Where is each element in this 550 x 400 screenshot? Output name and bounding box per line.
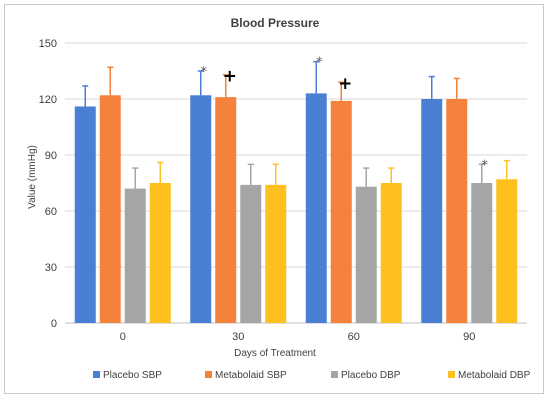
x-axis-title: Days of Treatment	[234, 348, 316, 359]
bar-metabolaid-dbp	[380, 183, 402, 323]
bar-metabolaid-sbp	[446, 99, 468, 323]
legend-label: Metabolaid SBP	[215, 370, 287, 381]
plus-annotation: +	[338, 74, 352, 94]
y-tick-label: 30	[45, 262, 57, 274]
y-tick-label: 0	[51, 318, 57, 330]
x-tick-label: 90	[463, 331, 475, 343]
chart-title: Blood Pressure	[231, 16, 320, 30]
bar-metabolaid-sbp	[215, 97, 237, 323]
y-axis-title: Value (mmHg)	[27, 145, 38, 209]
bar-placebo-sbp	[421, 99, 443, 323]
legend-label: Metabolaid DBP	[458, 370, 531, 381]
legend-label: Placebo SBP	[103, 370, 162, 381]
legend-swatch	[93, 371, 100, 378]
bar-placebo-dbp	[124, 188, 146, 323]
star-annotation: *	[482, 158, 489, 173]
x-tick-label: 30	[232, 331, 244, 343]
star-annotation: *	[316, 56, 323, 71]
chart-frame: Blood Pressure 0 30 60 90 120 150 * + * + * 0 30 60…	[4, 4, 544, 394]
bar-placebo-sbp	[305, 93, 327, 324]
bar-metabolaid-dbp	[149, 183, 171, 323]
error-bars	[82, 60, 510, 189]
y-tick-label: 90	[45, 150, 57, 162]
legend-swatch	[448, 371, 455, 378]
x-tick-label: 0	[120, 331, 126, 343]
x-tick-labels: 0 30 60 90	[120, 331, 476, 343]
y-tick-label: 150	[39, 38, 57, 50]
bar-placebo-dbp	[355, 186, 377, 323]
bar-metabolaid-dbp	[496, 179, 518, 323]
bar-metabolaid-sbp	[99, 95, 121, 324]
legend-item: Placebo SBP	[93, 370, 162, 381]
bar-placebo-sbp	[74, 106, 96, 323]
star-annotation: *	[201, 65, 208, 80]
legend-item: Metabolaid DBP	[448, 370, 531, 381]
bar-metabolaid-dbp	[265, 184, 287, 323]
legend-swatch	[205, 371, 212, 378]
bar-placebo-dbp	[240, 184, 262, 323]
plus-annotation: +	[223, 67, 237, 87]
significance-annotations: * + * + *	[201, 56, 489, 174]
x-tick-label: 60	[348, 331, 360, 343]
legend-swatch	[331, 371, 338, 378]
legend: Placebo SBP Metabolaid SBP Placebo DBP Meta…	[93, 370, 531, 381]
legend-item: Placebo DBP	[331, 370, 401, 381]
blood-pressure-chart: Blood Pressure 0 30 60 90 120 150 * + * + * 0 30 60…	[27, 16, 531, 381]
bar-placebo-dbp	[471, 183, 493, 323]
bar-metabolaid-sbp	[330, 100, 352, 323]
bar-placebo-sbp	[190, 95, 212, 324]
legend-label: Placebo DBP	[341, 370, 401, 381]
y-tick-labels: 0 30 60 90 120 150	[39, 38, 57, 330]
legend-item: Metabolaid SBP	[205, 370, 287, 381]
bars	[74, 93, 518, 324]
y-tick-label: 60	[45, 206, 57, 218]
y-tick-label: 120	[39, 94, 57, 106]
